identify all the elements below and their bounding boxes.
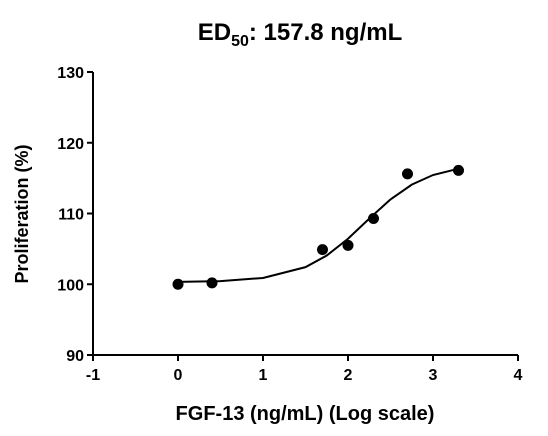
- data-point: [402, 168, 413, 180]
- title-main: ED: [198, 19, 231, 46]
- data-point: [342, 239, 354, 251]
- y-tick-label: 110: [58, 207, 84, 224]
- y-tick-label: 90: [66, 348, 84, 365]
- fit-curve: [177, 167, 459, 283]
- x-tick-label: -1: [86, 367, 100, 384]
- y-axis-label: Proliferation (%): [12, 144, 32, 283]
- title-rest: : 157.8 ng/mL: [249, 19, 402, 46]
- x-tick-label: 2: [344, 367, 353, 384]
- x-tick-label: 1: [259, 367, 268, 384]
- data-point: [172, 278, 184, 290]
- data-point: [317, 244, 328, 256]
- x-axis-label: FGF-13 (ng/mL) (Log scale): [176, 403, 435, 425]
- chart-title: ED50: 157.8 ng/mL: [198, 19, 403, 50]
- x-tick-label: 4: [514, 367, 523, 384]
- x-tick-label: 3: [429, 367, 438, 384]
- data-point: [368, 212, 379, 224]
- data-point: [453, 164, 464, 176]
- y-tick-label: 130: [57, 65, 84, 82]
- y-tick-label: 100: [57, 277, 84, 294]
- title-subscript: 50: [231, 33, 249, 50]
- y-tick-label: 120: [57, 136, 84, 153]
- x-tick-label: 0: [174, 367, 183, 384]
- data-point: [206, 277, 218, 289]
